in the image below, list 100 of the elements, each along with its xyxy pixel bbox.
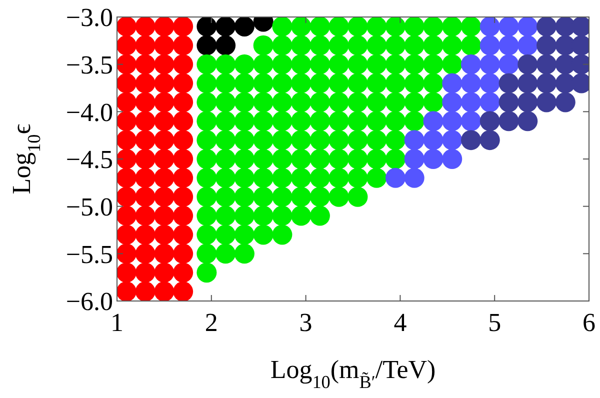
point (135, 17, 156, 36)
y-tick-label: −3.5 (66, 50, 113, 80)
point (154, 224, 174, 245)
point (498, 111, 519, 132)
point (555, 92, 576, 112)
point (480, 92, 500, 112)
point (173, 186, 194, 207)
point (385, 168, 406, 188)
point (173, 282, 194, 301)
point (173, 35, 194, 56)
point (442, 111, 462, 132)
point (117, 282, 136, 301)
point (117, 130, 136, 150)
point (154, 111, 174, 132)
point (216, 17, 236, 36)
y-tick-label: −5.5 (66, 240, 113, 269)
point (480, 35, 500, 56)
point (154, 186, 174, 207)
point (135, 206, 156, 226)
point (135, 282, 156, 301)
point (154, 130, 174, 150)
point (154, 262, 174, 283)
point (173, 262, 194, 283)
point (442, 92, 462, 112)
point (135, 186, 156, 207)
point (117, 17, 136, 36)
point (154, 73, 174, 94)
point (135, 54, 156, 74)
y-tick-label: −5.0 (66, 192, 113, 222)
point (480, 130, 500, 150)
point (536, 35, 557, 56)
point (154, 282, 174, 301)
point (135, 262, 156, 283)
point (423, 149, 444, 169)
x-tick-label: 1 (110, 308, 124, 337)
point (173, 244, 194, 264)
point (173, 54, 194, 74)
point (442, 130, 462, 150)
point (423, 130, 444, 150)
point (173, 92, 194, 112)
point (480, 17, 500, 36)
point (480, 54, 500, 74)
point (117, 73, 136, 94)
point (173, 168, 194, 188)
x-axis-title: Log$_{10}$(m$_{B̃′}$/TeV) (270, 355, 436, 392)
point (404, 168, 424, 188)
point (404, 149, 424, 169)
x-tick-label: 2 (204, 308, 218, 337)
point (498, 54, 519, 74)
x-tick-label: 4 (394, 308, 407, 337)
point (461, 130, 481, 150)
y-tick-label: −4.0 (66, 98, 113, 127)
point (173, 73, 194, 94)
point (117, 35, 136, 56)
point (117, 262, 136, 283)
point (518, 92, 538, 112)
point (461, 92, 481, 112)
point (442, 73, 462, 94)
point (498, 17, 519, 36)
point (154, 168, 174, 188)
point (518, 73, 538, 94)
point (480, 73, 500, 94)
point (234, 17, 254, 36)
point (404, 130, 424, 150)
point (117, 206, 136, 226)
point (518, 111, 538, 132)
point (135, 35, 156, 56)
point (154, 206, 174, 226)
point (135, 111, 156, 132)
point (173, 111, 194, 132)
point (135, 224, 156, 245)
point (117, 244, 136, 264)
point (135, 92, 156, 112)
point (154, 149, 174, 169)
point (117, 92, 136, 112)
point (518, 17, 538, 36)
point (117, 54, 136, 74)
point (117, 111, 136, 132)
point (117, 186, 136, 207)
point (154, 17, 174, 36)
point (173, 17, 194, 36)
point (518, 35, 538, 56)
point (423, 111, 444, 132)
point (518, 54, 538, 74)
point (536, 73, 557, 94)
point (135, 244, 156, 264)
point (480, 111, 500, 132)
point (135, 149, 156, 169)
x-tick-label: 6 (582, 308, 596, 337)
point (196, 35, 217, 56)
point (461, 54, 481, 74)
point (173, 130, 194, 150)
point (536, 17, 557, 36)
point (461, 73, 481, 94)
point (461, 111, 481, 132)
x-tick-label: 3 (299, 308, 312, 337)
point (117, 149, 136, 169)
point (154, 54, 174, 74)
x-tick-label: 5 (488, 308, 502, 337)
point (442, 149, 462, 169)
